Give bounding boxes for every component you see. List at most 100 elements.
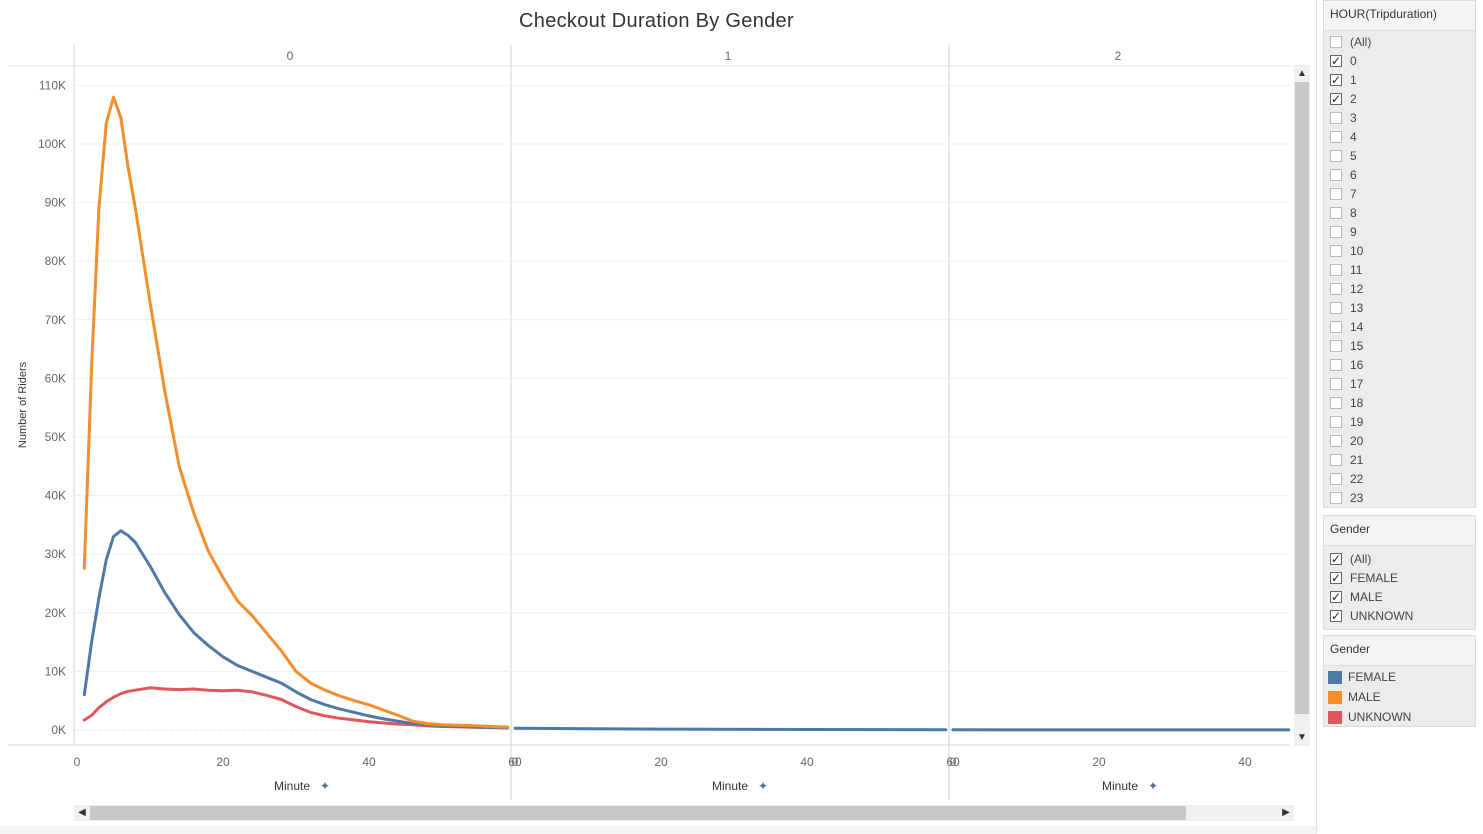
hour-filter-list: (All) ✓ 0 ✓ 1 ✓ 2 3 4 5 6 7 8 9 10 11 12 13 14 15 16 17 18 19 20… <box>1324 31 1475 507</box>
hour-filter-option-label: 14 <box>1350 319 1364 334</box>
checkbox-checked-icon[interactable]: ✓ <box>1330 589 1342 604</box>
legend-item[interactable]: FEMALE <box>1324 667 1475 687</box>
series-line-male-hour-0 <box>82 95 510 729</box>
hour-filter-option[interactable]: 4 <box>1324 127 1475 146</box>
hour-filter-option[interactable]: ✓ 1 <box>1324 70 1475 89</box>
gender-filter-option-label: (All) <box>1350 551 1372 566</box>
checkbox-checked-icon[interactable]: ✓ <box>1330 608 1342 623</box>
hour-filter-option[interactable]: 22 <box>1324 469 1475 488</box>
y-tick-label: 30K <box>45 547 66 561</box>
hour-filter-option[interactable]: 11 <box>1324 260 1475 279</box>
gender-filter-option[interactable]: ✓ MALE <box>1324 587 1475 606</box>
checkbox-checked-icon[interactable]: ✓ <box>1330 91 1342 106</box>
hour-filter-option[interactable]: 23 <box>1324 488 1475 507</box>
checkbox-icon[interactable] <box>1330 130 1342 143</box>
checkbox-icon[interactable] <box>1330 377 1342 390</box>
scroll-right-arrow-icon[interactable]: ▶ <box>1282 807 1290 818</box>
x-tick-label: 0 <box>512 755 519 769</box>
checkbox-icon[interactable] <box>1330 396 1342 409</box>
checkbox-icon[interactable] <box>1330 244 1342 257</box>
y-tick-label: 50K <box>45 430 66 444</box>
gender-filter-option[interactable]: ✓ UNKNOWN <box>1324 606 1475 625</box>
hour-filter-option-label: 7 <box>1350 186 1357 201</box>
hour-filter-option[interactable]: 15 <box>1324 336 1475 355</box>
hour-filter-option-label: 15 <box>1350 338 1364 353</box>
gender-filter-option-label: UNKNOWN <box>1350 608 1414 623</box>
gender-filter-option[interactable]: ✓ (All) <box>1324 549 1475 568</box>
hour-filter-option[interactable]: 16 <box>1324 355 1475 374</box>
x-tick-label: 20 <box>654 755 668 769</box>
hour-filter-option[interactable]: 19 <box>1324 412 1475 431</box>
hour-filter-option[interactable]: 8 <box>1324 203 1475 222</box>
hour-filter-option[interactable]: 13 <box>1324 298 1475 317</box>
hour-filter-option[interactable]: 17 <box>1324 374 1475 393</box>
checkbox-icon[interactable] <box>1330 149 1342 162</box>
hour-filter-option[interactable]: 21 <box>1324 450 1475 469</box>
hour-filter-option-label: 11 <box>1350 262 1363 277</box>
gender-filter-option-label: MALE <box>1350 589 1383 604</box>
horizontal-scrollbar[interactable] <box>74 805 1294 821</box>
checkbox-checked-icon[interactable]: ✓ <box>1330 53 1342 68</box>
legend-swatch <box>1328 670 1342 684</box>
hour-filter-option[interactable]: 14 <box>1324 317 1475 336</box>
x-tick-label: 40 <box>800 755 814 769</box>
x-tick-label: 60 <box>508 755 522 769</box>
y-tick-label: 90K <box>45 196 66 210</box>
checkbox-icon[interactable] <box>1330 472 1342 485</box>
x-tick-label: 20 <box>1092 755 1106 769</box>
pane-header: 2 <box>1115 49 1122 63</box>
checkbox-icon[interactable] <box>1330 168 1342 181</box>
hour-filter-option-label: 12 <box>1350 281 1364 296</box>
hour-filter-option[interactable]: ✓ 2 <box>1324 89 1475 108</box>
horizontal-scroll-thumb[interactable] <box>90 806 1186 820</box>
checkbox-icon[interactable] <box>1330 434 1342 447</box>
hour-filter-option-label: 18 <box>1350 395 1364 410</box>
gender-filter-card: Gender ✓ (All) ✓ FEMALE ✓ MALE ✓ UNKNOWN <box>1323 515 1476 630</box>
checkbox-icon[interactable] <box>1330 339 1342 352</box>
checkbox-icon[interactable] <box>1330 263 1342 276</box>
checkbox-icon[interactable] <box>1330 320 1342 333</box>
checkbox-icon[interactable] <box>1330 282 1342 295</box>
x-tick-label: 0 <box>950 755 957 769</box>
hour-filter-option[interactable]: 18 <box>1324 393 1475 412</box>
checkbox-checked-icon[interactable]: ✓ <box>1330 72 1342 87</box>
checkbox-icon[interactable] <box>1330 35 1342 48</box>
hour-filter-option-label: 10 <box>1350 243 1364 258</box>
gender-filter-option[interactable]: ✓ FEMALE <box>1324 568 1475 587</box>
scroll-left-arrow-icon[interactable]: ◀ <box>78 807 86 818</box>
hour-filter-option[interactable]: 3 <box>1324 108 1475 127</box>
x-tick-label: 20 <box>216 755 230 769</box>
checkbox-checked-icon[interactable]: ✓ <box>1330 551 1342 566</box>
hour-filter-option[interactable]: 20 <box>1324 431 1475 450</box>
hour-filter-option[interactable]: 10 <box>1324 241 1475 260</box>
checkbox-icon[interactable] <box>1330 187 1342 200</box>
hour-filter-option[interactable]: 7 <box>1324 184 1475 203</box>
hour-filter-option[interactable]: 12 <box>1324 279 1475 298</box>
hour-filter-option-label: 22 <box>1350 471 1364 486</box>
hour-filter-option[interactable]: ✓ 0 <box>1324 51 1475 70</box>
checkbox-icon[interactable] <box>1330 206 1342 219</box>
hour-filter-option-label: 1 <box>1350 72 1357 87</box>
hour-filter-option[interactable]: 6 <box>1324 165 1475 184</box>
hour-filter-option-label: 3 <box>1350 110 1357 125</box>
checkbox-icon[interactable] <box>1330 301 1342 314</box>
gender-filter-title: Gender <box>1324 516 1475 546</box>
vertical-scroll-thumb[interactable] <box>1295 82 1309 714</box>
scroll-up-arrow-icon[interactable]: ▲ <box>1297 68 1307 79</box>
checkbox-icon[interactable] <box>1330 453 1342 466</box>
checkbox-checked-icon[interactable]: ✓ <box>1330 570 1342 585</box>
hour-filter-option-label: 6 <box>1350 167 1357 182</box>
legend-item[interactable]: MALE <box>1324 687 1475 707</box>
scroll-down-arrow-icon[interactable]: ▼ <box>1297 732 1307 743</box>
checkbox-icon[interactable] <box>1330 225 1342 238</box>
checkbox-icon[interactable] <box>1330 491 1342 504</box>
hour-filter-option[interactable]: 5 <box>1324 146 1475 165</box>
legend-item[interactable]: UNKNOWN <box>1324 707 1475 727</box>
checkbox-icon[interactable] <box>1330 111 1342 124</box>
checkbox-icon[interactable] <box>1330 415 1342 428</box>
checkbox-icon[interactable] <box>1330 358 1342 371</box>
hour-filter-option[interactable]: (All) <box>1324 32 1475 51</box>
vertical-scrollbar[interactable] <box>1294 65 1310 746</box>
x-axis-label: Minute <box>1102 779 1138 793</box>
hour-filter-option[interactable]: 9 <box>1324 222 1475 241</box>
